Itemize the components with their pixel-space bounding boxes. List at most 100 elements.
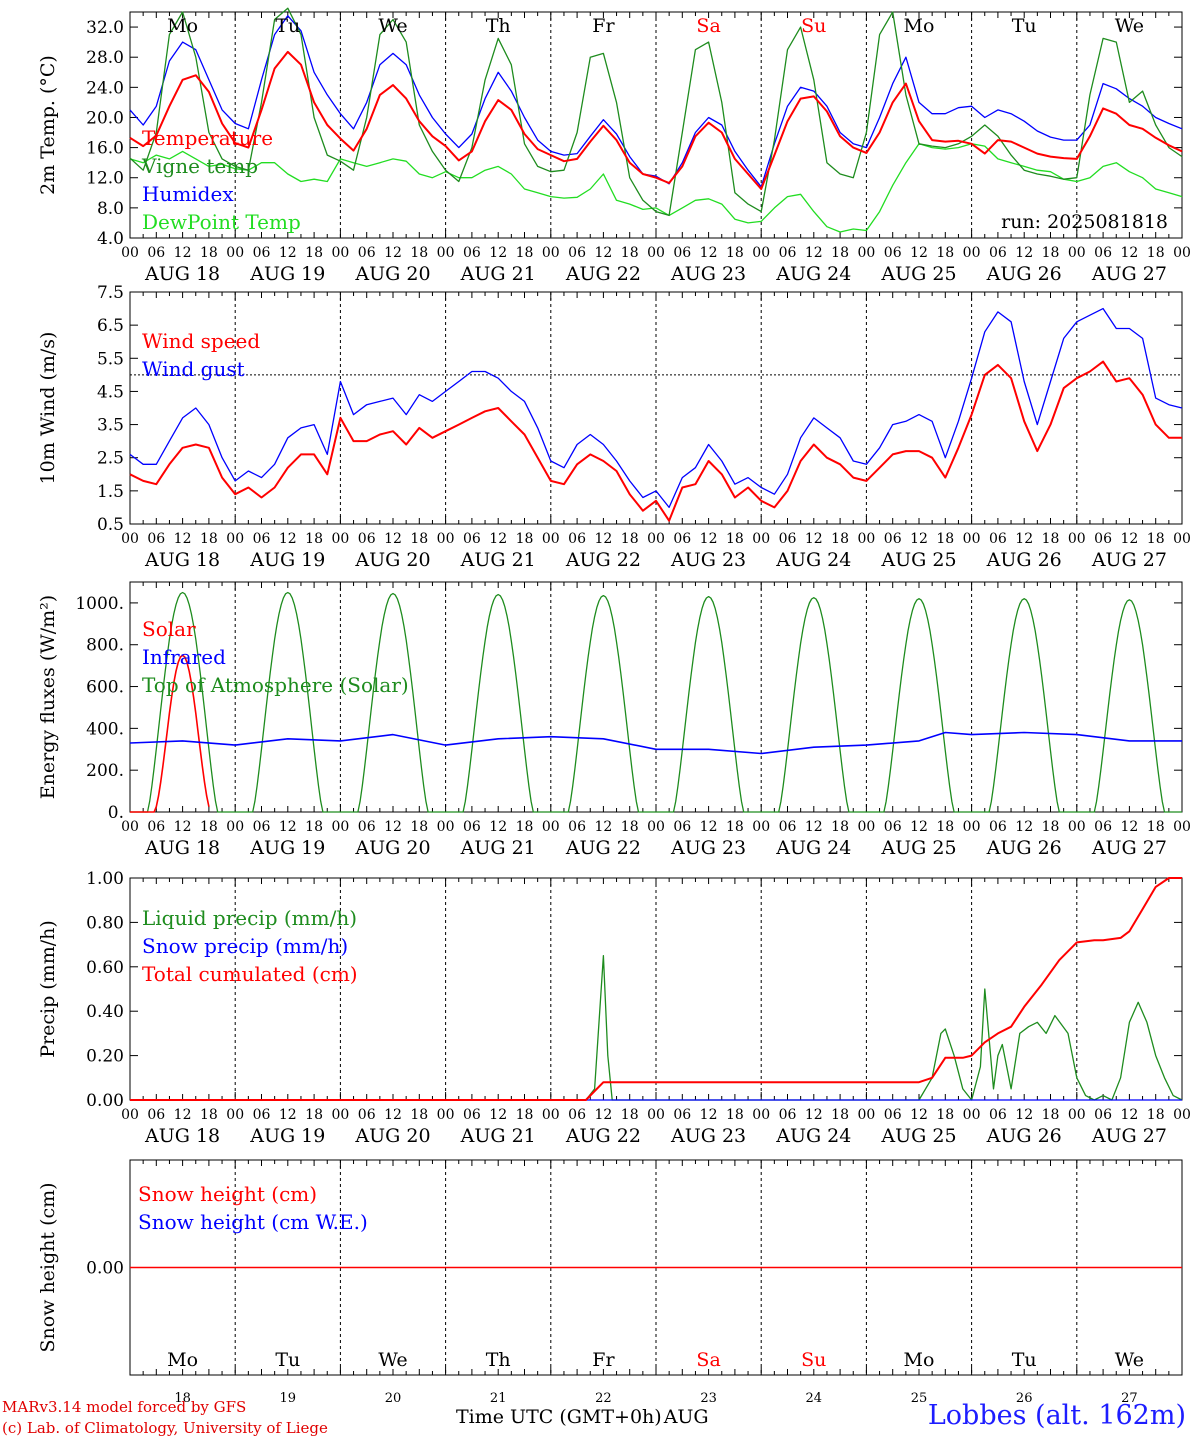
date-label: AUG 27 bbox=[1091, 263, 1167, 285]
hour-label: 06 bbox=[1094, 819, 1112, 835]
y-tick-label: 20.0 bbox=[86, 108, 124, 128]
hour-label: 18 bbox=[1042, 819, 1060, 835]
day-number: 26 bbox=[1016, 1391, 1033, 1406]
date-label: AUG 22 bbox=[565, 1125, 641, 1147]
series-line bbox=[130, 877, 1182, 1101]
day-name: Sa bbox=[696, 1349, 720, 1371]
legend-entry: Total cumulated (cm) bbox=[142, 962, 358, 986]
hour-label: 12 bbox=[700, 819, 718, 835]
date-label: AUG 18 bbox=[144, 837, 220, 859]
date-label: AUG 24 bbox=[775, 549, 851, 571]
y-tick-label: 7.5 bbox=[97, 283, 124, 303]
hour-label: 06 bbox=[253, 531, 271, 547]
date-label: AUG 22 bbox=[565, 549, 641, 571]
legend-entry: Vigne temp bbox=[141, 154, 258, 178]
hour-label: 12 bbox=[279, 1107, 297, 1123]
date-label: AUG 21 bbox=[460, 837, 536, 859]
date-label: AUG 27 bbox=[1091, 1125, 1167, 1147]
hour-label: 06 bbox=[463, 1107, 481, 1123]
y-tick-label: 0.5 bbox=[97, 515, 124, 535]
y-tick-label: 0.20 bbox=[86, 1047, 124, 1067]
hour-label: 00 bbox=[437, 1107, 455, 1123]
legend-entry: Snow height (cm W.E.) bbox=[138, 1210, 368, 1234]
y-tick-label: 0.60 bbox=[86, 958, 124, 978]
y-tick-label: 0.40 bbox=[86, 1002, 124, 1022]
hour-label: 18 bbox=[410, 819, 428, 835]
day-number: 22 bbox=[595, 1391, 612, 1406]
day-name: Tu bbox=[1012, 15, 1037, 37]
hour-label: 00 bbox=[1173, 1107, 1191, 1123]
hour-label: 00 bbox=[542, 245, 560, 261]
hour-label: 12 bbox=[805, 531, 823, 547]
hour-label: 06 bbox=[253, 819, 271, 835]
date-label: AUG 20 bbox=[354, 1125, 430, 1147]
hour-label: 00 bbox=[1068, 1107, 1086, 1123]
hour-label: 12 bbox=[1015, 531, 1033, 547]
day-number: 24 bbox=[806, 1391, 823, 1406]
hour-label: 18 bbox=[305, 819, 323, 835]
hour-label: 12 bbox=[1120, 531, 1138, 547]
hour-label: 00 bbox=[857, 819, 875, 835]
hour-label: 12 bbox=[279, 531, 297, 547]
date-label: AUG 23 bbox=[670, 263, 746, 285]
date-label: AUG 23 bbox=[670, 1125, 746, 1147]
date-label: AUG 25 bbox=[880, 263, 956, 285]
hour-label: 18 bbox=[200, 819, 218, 835]
hour-label: 00 bbox=[226, 245, 244, 261]
hour-label: 06 bbox=[568, 819, 586, 835]
legend-entry: Snow height (cm) bbox=[138, 1182, 317, 1206]
hour-label: 06 bbox=[779, 245, 797, 261]
hour-label: 00 bbox=[857, 245, 875, 261]
date-label: AUG 27 bbox=[1091, 549, 1167, 571]
hour-label: 06 bbox=[884, 819, 902, 835]
legend-entry: DewPoint Temp bbox=[142, 210, 301, 234]
hour-label: 06 bbox=[779, 819, 797, 835]
hour-label: 12 bbox=[174, 1107, 192, 1123]
y-tick-label: 4.0 bbox=[97, 229, 124, 249]
date-label: AUG 22 bbox=[565, 837, 641, 859]
hour-label: 00 bbox=[121, 819, 139, 835]
date-label: AUG 27 bbox=[1091, 837, 1167, 859]
hour-label: 18 bbox=[1042, 531, 1060, 547]
hour-label: 06 bbox=[568, 245, 586, 261]
model-credit: MARv3.14 model forced by GFS bbox=[2, 1398, 247, 1416]
day-number: 25 bbox=[911, 1391, 928, 1406]
hour-label: 12 bbox=[489, 1107, 507, 1123]
hour-label: 12 bbox=[1015, 1107, 1033, 1123]
y-tick-label: 1.00 bbox=[86, 869, 124, 889]
hour-label: 18 bbox=[831, 1107, 849, 1123]
legend-entry: Temperature bbox=[142, 126, 273, 150]
y-tick-label: 5.5 bbox=[97, 349, 124, 369]
hour-label: 12 bbox=[1015, 819, 1033, 835]
y-tick-label: 28.0 bbox=[86, 48, 124, 68]
y-tick-label: 600. bbox=[86, 678, 124, 698]
day-name: Su bbox=[801, 1349, 826, 1371]
day-name: Mo bbox=[167, 15, 198, 37]
day-name: Tu bbox=[1012, 1349, 1037, 1371]
hour-label: 06 bbox=[147, 531, 165, 547]
hour-label: 18 bbox=[1147, 1107, 1165, 1123]
hour-label: 06 bbox=[989, 245, 1007, 261]
hour-label: 06 bbox=[568, 1107, 586, 1123]
hour-label: 12 bbox=[174, 819, 192, 835]
y-tick-label: 800. bbox=[86, 636, 124, 656]
day-name: We bbox=[378, 15, 407, 37]
hour-label: 12 bbox=[805, 1107, 823, 1123]
hour-label: 00 bbox=[226, 531, 244, 547]
hour-label: 18 bbox=[726, 531, 744, 547]
day-name: Mo bbox=[904, 1349, 935, 1371]
hour-label: 06 bbox=[989, 531, 1007, 547]
y-axis-label: 10m Wind (m/s) bbox=[37, 332, 59, 485]
day-name: We bbox=[1115, 1349, 1144, 1371]
y-tick-label: 1.5 bbox=[97, 482, 124, 502]
hour-label: 12 bbox=[1120, 1107, 1138, 1123]
day-number: 27 bbox=[1121, 1391, 1138, 1406]
hour-label: 06 bbox=[253, 245, 271, 261]
hour-label: 06 bbox=[1094, 531, 1112, 547]
day-name: Mo bbox=[904, 15, 935, 37]
day-name: Th bbox=[486, 15, 511, 37]
hour-label: 12 bbox=[384, 531, 402, 547]
hour-label: 06 bbox=[147, 819, 165, 835]
hour-label: 18 bbox=[621, 531, 639, 547]
hour-label: 06 bbox=[568, 531, 586, 547]
